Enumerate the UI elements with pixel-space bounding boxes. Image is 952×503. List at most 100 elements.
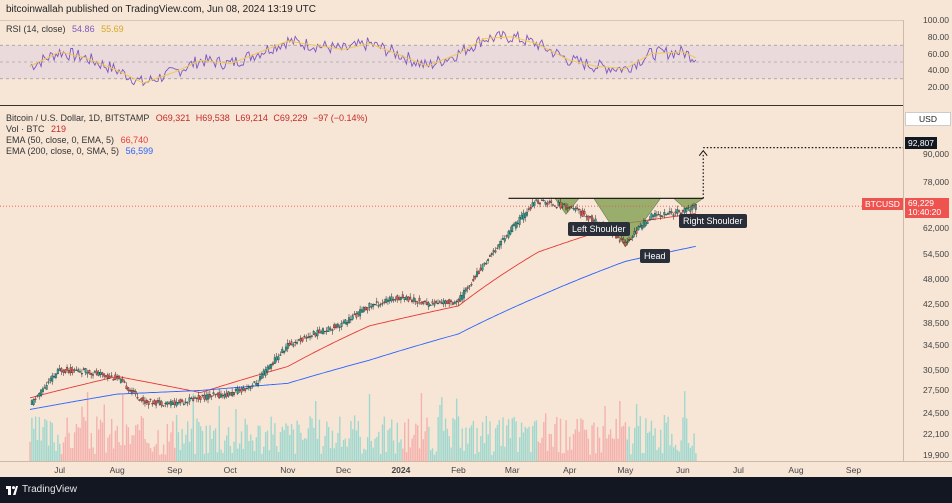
panel-separator[interactable] [0,105,903,106]
candle-body [418,297,421,302]
candle-body [425,301,428,306]
volume-bar [476,427,478,461]
candle-body [464,288,467,292]
candle-body [570,206,573,208]
candle-body [353,313,356,315]
volume-bar [680,440,682,461]
volume-bar [465,427,467,461]
candle-body [566,207,569,209]
candle-body [275,356,278,361]
chart-svg[interactable] [0,0,903,461]
candle-body [563,203,566,205]
volume-bar [450,447,452,461]
volume-bar [203,453,206,461]
candle-body [542,200,545,202]
candle-body [88,370,91,374]
candle-body [112,378,115,381]
candle-body [322,328,324,335]
candle-body [134,391,137,395]
volume-bar [361,453,363,461]
candle-body [572,208,575,210]
volume-bar [483,443,486,461]
volume-bar [123,445,126,461]
volume-bar [49,421,52,461]
volume-bar [366,437,369,461]
symbol-line: Bitcoin / U.S. Dollar, 1D, BITSTAMP [6,113,150,123]
volume-bar [671,433,673,461]
candle-body [463,290,465,299]
candle-body [208,394,211,398]
volume-bar [446,428,449,461]
candle-body [591,215,593,222]
volume-bar [153,446,156,461]
candle-body [438,301,441,303]
ema50-value: 66,740 [120,135,149,145]
volume-bar [205,425,207,461]
candle-body [114,374,117,380]
candle-body [396,295,399,300]
volume-bar [431,448,434,461]
volume-bar [674,444,677,461]
candle-body [665,213,668,216]
volume-bar [650,420,653,461]
volume-bar [270,416,272,461]
volume-bar [353,415,356,461]
candle-body [121,379,124,382]
volume-bar [59,443,61,461]
candle-body [689,208,692,212]
candle-body [331,329,334,332]
candle-body [392,299,395,301]
candle-body [260,373,263,379]
last-price-value: 69,229 [908,198,934,208]
candle-body [691,205,694,210]
volume-bar [580,418,582,461]
volume-bar [604,406,606,461]
volume-bar [552,446,554,461]
candle-body [238,389,241,391]
candle-body [681,209,684,212]
vol-value: 219 [51,124,67,134]
volume-bar [327,426,330,461]
volume-bar [506,425,508,461]
volume-bar [216,452,219,461]
candle-body [474,275,477,279]
volume-bar [276,445,278,461]
candle-body [657,213,660,216]
candle-body [271,362,274,365]
candle-body [509,230,512,235]
volume-bar [60,454,63,461]
candle-body [325,330,328,332]
candle-body [69,367,72,373]
candle-body [533,202,536,206]
volume-bar [509,438,512,461]
candle-body [73,369,76,371]
volume-bar [244,418,246,461]
volume-bar [79,427,81,461]
volume-bar [200,426,202,461]
volume-bar [491,454,493,461]
candle-body [234,389,237,391]
volume-bar [218,405,220,461]
time-tick: Jul [733,465,744,475]
currency-badge[interactable]: USD [905,112,951,126]
volume-bar [396,422,399,461]
candle-body [579,210,582,216]
candle-body [218,392,221,399]
volume-bar [300,432,302,461]
volume-bar [526,428,528,461]
candle-body [561,206,564,208]
candle-body [56,369,59,375]
rsi-value: 54.86 [72,24,95,34]
price-axis[interactable]: 100.00 80.00 60.00 40.00 20.00 90,000 78,000 6… [903,15,952,462]
volume-bar [643,452,645,461]
volume-bar [589,454,591,461]
volume-bar [609,429,612,461]
volume-bar [136,424,139,461]
time-axis[interactable]: Jul Aug Sep Oct Nov Dec 2024 Feb Mar Apr May Jun Jul… [0,461,952,478]
volume-bar [287,425,289,461]
candle-body [82,368,85,370]
candle-body [220,393,222,398]
volume-bar [661,453,664,461]
candle-body [524,213,527,218]
volume-bar [266,430,269,461]
